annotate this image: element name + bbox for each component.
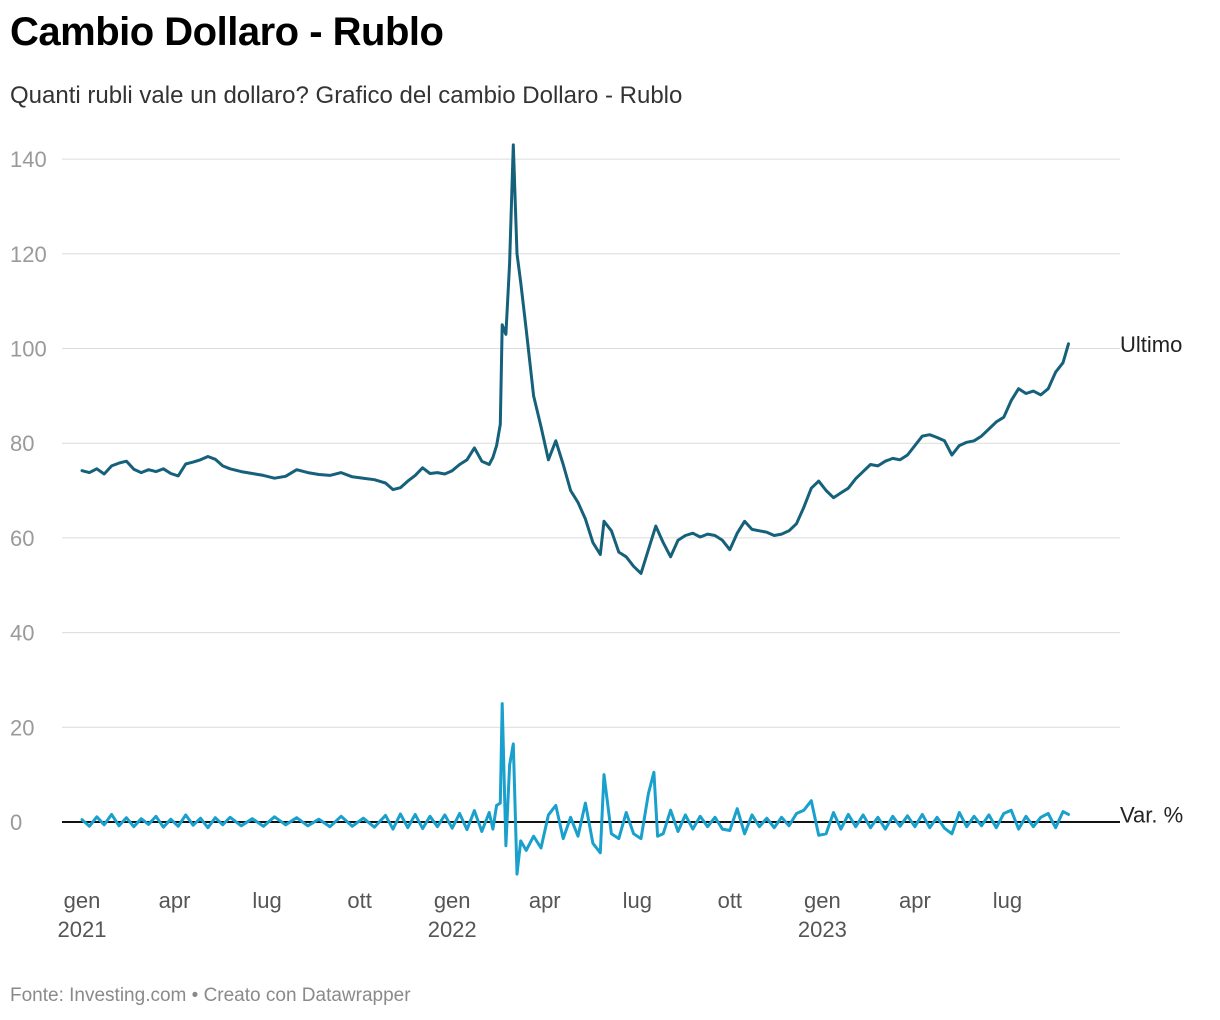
x-tick-year-2022: 2022 xyxy=(428,917,477,942)
x-tick-label-8: gen xyxy=(804,888,841,913)
x-tick-label-10: lug xyxy=(993,888,1022,913)
y-tick-label-120: 120 xyxy=(10,242,47,267)
y-tick-label-60: 60 xyxy=(10,526,34,551)
x-tick-year-2023: 2023 xyxy=(798,917,847,942)
chart-title: Cambio Dollaro - Rublo xyxy=(10,10,444,54)
x-tick-label-4: gen xyxy=(434,888,471,913)
x-tick-label-5: apr xyxy=(529,888,561,913)
y-tick-label-40: 40 xyxy=(10,621,34,646)
y-tick-label-100: 100 xyxy=(10,337,47,362)
x-tick-label-2: lug xyxy=(252,888,281,913)
series-line-ultimo xyxy=(80,143,1070,575)
x-tick-label-7: ott xyxy=(718,888,742,913)
x-tick-label-6: lug xyxy=(623,888,652,913)
x-tick-label-3: ott xyxy=(347,888,371,913)
series-label-var: Var. % xyxy=(1120,802,1183,827)
x-tick-label-1: apr xyxy=(159,888,191,913)
line-chart: 0 20 40 60 80 100 120 140 Var. % Ultimo gen 2021 a… xyxy=(10,143,1183,942)
y-tick-label-20: 20 xyxy=(10,715,34,740)
x-tick-label-9: apr xyxy=(899,888,931,913)
y-tick-label-0: 0 xyxy=(10,810,22,835)
x-tick-year-2021: 2021 xyxy=(58,917,107,942)
x-axis-ticks: gen 2021 apr lug ott gen 2022 apr lug ott gen 2023 a… xyxy=(58,888,1023,942)
source-note: Fonte: Investing.com • Creato con Datawr… xyxy=(10,985,411,1006)
chart-subtitle: Quanti rubli vale un dollaro? Grafico de… xyxy=(10,82,683,109)
series-label-ultimo: Ultimo xyxy=(1120,332,1182,357)
y-tick-label-140: 140 xyxy=(10,147,47,172)
x-tick-label-0: gen xyxy=(64,888,101,913)
series-line-var xyxy=(80,702,1070,876)
y-tick-label-80: 80 xyxy=(10,431,34,456)
series-lines: Var. % Ultimo xyxy=(80,143,1183,876)
y-axis-ticks: 0 20 40 60 80 100 120 140 xyxy=(10,147,47,835)
